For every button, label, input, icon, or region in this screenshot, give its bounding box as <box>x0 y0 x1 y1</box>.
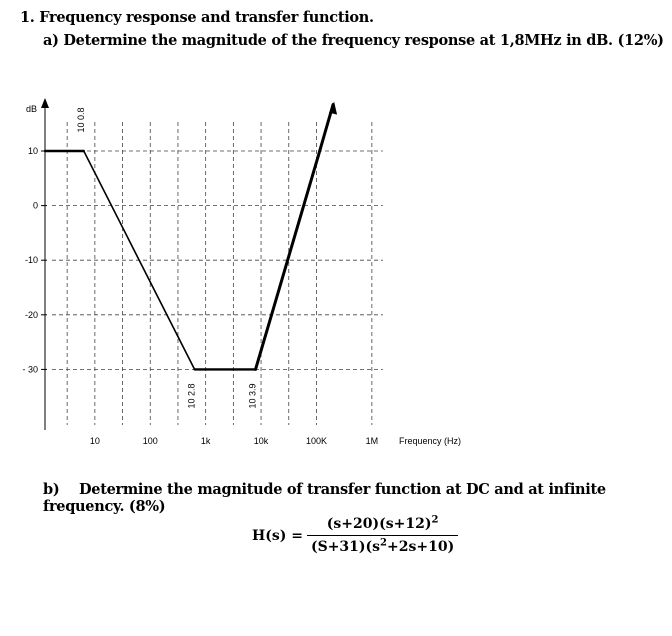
question-part-a: a) Determine the magnitude of the freque… <box>43 32 664 49</box>
y-axis-label: dB <box>26 104 37 114</box>
x-tick-label: 10k <box>254 436 269 446</box>
y-axis-arrow-icon <box>41 98 49 108</box>
question-title: 1. Frequency response and transfer funct… <box>20 9 374 26</box>
y-tick-label: 0 <box>33 201 38 211</box>
bode-plot: dB Frequency (Hz) 100-10-20- 30 10 100 1k 1… <box>22 98 461 446</box>
denominator-exponent: 2 <box>380 537 388 549</box>
x-tick-label: 100K <box>306 436 327 446</box>
x-tick-label: 100 <box>143 436 158 446</box>
part-b-text: Determine the magnitude of transfer func… <box>43 481 606 515</box>
y-tick-label: -20 <box>25 310 38 320</box>
denominator-text-a: (S+31)(s <box>310 539 381 555</box>
series-segment <box>82 150 196 371</box>
line-layer <box>43 101 338 371</box>
transfer-function: H(s) = (s+20)(s+12)2 (S+31)(s2+2s+10) <box>252 514 459 555</box>
x-tick-label: 10 <box>90 436 100 446</box>
grid-layer <box>52 122 383 425</box>
axis-layer: dB Frequency (Hz) <box>26 98 461 446</box>
denominator-text-b: +2s+10) <box>387 539 455 555</box>
annotation-layer: 10 0.8 10 2.8 10 3.9 <box>76 107 258 408</box>
x-tick-label: 1k <box>201 436 211 446</box>
formula-denominator: (S+31)(s2+2s+10) <box>306 535 459 555</box>
line-arrow-icon <box>329 101 338 115</box>
formula-numerator: (s+20)(s+12)2 <box>321 514 445 535</box>
corner-frequency-label: 10 3.9 <box>248 383 258 408</box>
x-tick-layer: 10 100 1k 10k 100K 1M <box>90 436 378 446</box>
y-tick-label: -10 <box>25 255 38 265</box>
y-tick-label: 10 <box>28 146 38 156</box>
numerator-exponent: 2 <box>431 514 439 526</box>
formula-fraction: (s+20)(s+12)2 (S+31)(s2+2s+10) <box>306 514 459 555</box>
x-tick-label: 1M <box>366 436 379 446</box>
question-part-b: b) Determine the magnitude of transfer fu… <box>43 481 672 515</box>
y-tick-label: - 30 <box>22 364 38 374</box>
part-b-label: b) <box>43 481 60 498</box>
series-segment <box>316 103 335 158</box>
series-segment <box>254 154 320 371</box>
x-axis-label: Frequency (Hz) <box>399 436 461 446</box>
corner-frequency-label: 10 2.8 <box>187 383 197 408</box>
formula-lhs: H(s) = <box>252 527 303 544</box>
numerator-text: (s+20)(s+12) <box>326 516 432 532</box>
y-tick-layer: 10 0 -10 -20 - 30 <box>22 146 47 374</box>
corner-frequency-label: 10 0.8 <box>76 107 86 132</box>
